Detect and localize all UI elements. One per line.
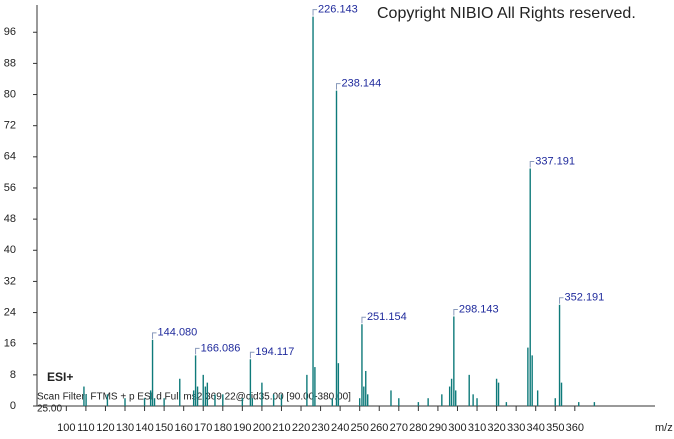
x-tick-label: 140: [135, 422, 153, 434]
x-tick-label: 280: [409, 422, 427, 434]
peak-label-bracket: [336, 83, 341, 90]
peak-label: 251.154: [367, 311, 407, 323]
x-axis-label: m/z: [655, 422, 673, 434]
scan-note: 25.00: [37, 404, 62, 415]
y-tick-label: 16: [4, 338, 16, 350]
x-tick-label: 200: [253, 422, 271, 434]
x-tick-label: 160: [174, 422, 192, 434]
x-tick-label: 290: [429, 422, 447, 434]
ionization-mode: ESI+: [47, 370, 73, 384]
peak-label-bracket: [559, 297, 564, 304]
peak-label: 194.117: [255, 346, 294, 358]
y-tick-label: 56: [4, 182, 16, 194]
x-tick-label: 110: [77, 422, 95, 434]
x-tick-label: 320: [487, 422, 505, 434]
y-tick-label: 32: [4, 275, 16, 287]
chart-title: Copyright NIBIO All Rights reserved.: [377, 5, 636, 22]
y-tick-label: 72: [4, 120, 16, 132]
y-tick-label: 64: [4, 151, 16, 163]
peak-label-bracket: [361, 316, 366, 324]
x-tick-label: 120: [96, 422, 114, 434]
peak-label: 144.080: [158, 327, 198, 339]
y-tick-label: 24: [4, 306, 16, 318]
x-tick-label: 350: [546, 422, 564, 434]
x-tick-label: 230: [311, 422, 329, 434]
x-tick-label: 270: [390, 422, 408, 434]
peak-label: 226.143: [318, 4, 358, 16]
x-tick-label: 300: [448, 422, 466, 434]
peak-label-bracket: [529, 161, 535, 168]
peak-label-bracket: [312, 9, 318, 16]
peak-label-bracket: [152, 332, 157, 339]
peak-label-bracket: [249, 351, 255, 359]
peak-label: 337.191: [535, 155, 575, 167]
y-tick-label: 8: [10, 369, 16, 381]
y-tick-label: 0: [10, 400, 16, 412]
x-tick-label: 180: [214, 422, 232, 434]
x-tick-label: 210: [272, 422, 290, 434]
x-tick-label: 100: [57, 422, 75, 434]
x-tick-label: 340: [527, 422, 545, 434]
x-tick-label: 310: [468, 422, 486, 434]
x-tick-label: 150: [155, 422, 173, 434]
peak-label-bracket: [195, 347, 200, 355]
y-tick-label: 96: [4, 26, 16, 38]
x-tick-label: 240: [331, 422, 349, 434]
peak-label: 166.086: [201, 342, 241, 354]
x-tick-label: 220: [292, 422, 310, 434]
x-tick-label: 260: [370, 422, 388, 434]
peak-label: 238.144: [342, 78, 382, 90]
peak-label: 298.143: [459, 303, 499, 315]
x-tick-label: 190: [233, 422, 251, 434]
y-tick-label: 48: [4, 213, 16, 225]
y-tick-label: 88: [4, 57, 16, 69]
y-tick-label: 80: [4, 88, 16, 100]
x-tick-label: 170: [194, 422, 212, 434]
x-tick-label: 250: [351, 422, 369, 434]
peak-label-bracket: [453, 308, 458, 316]
x-tick-label: 360: [566, 422, 584, 434]
y-tick-label: 40: [4, 244, 16, 256]
peak-label: 352.191: [565, 292, 605, 304]
x-tick-label: 130: [116, 422, 134, 434]
x-tick-label: 330: [507, 422, 525, 434]
